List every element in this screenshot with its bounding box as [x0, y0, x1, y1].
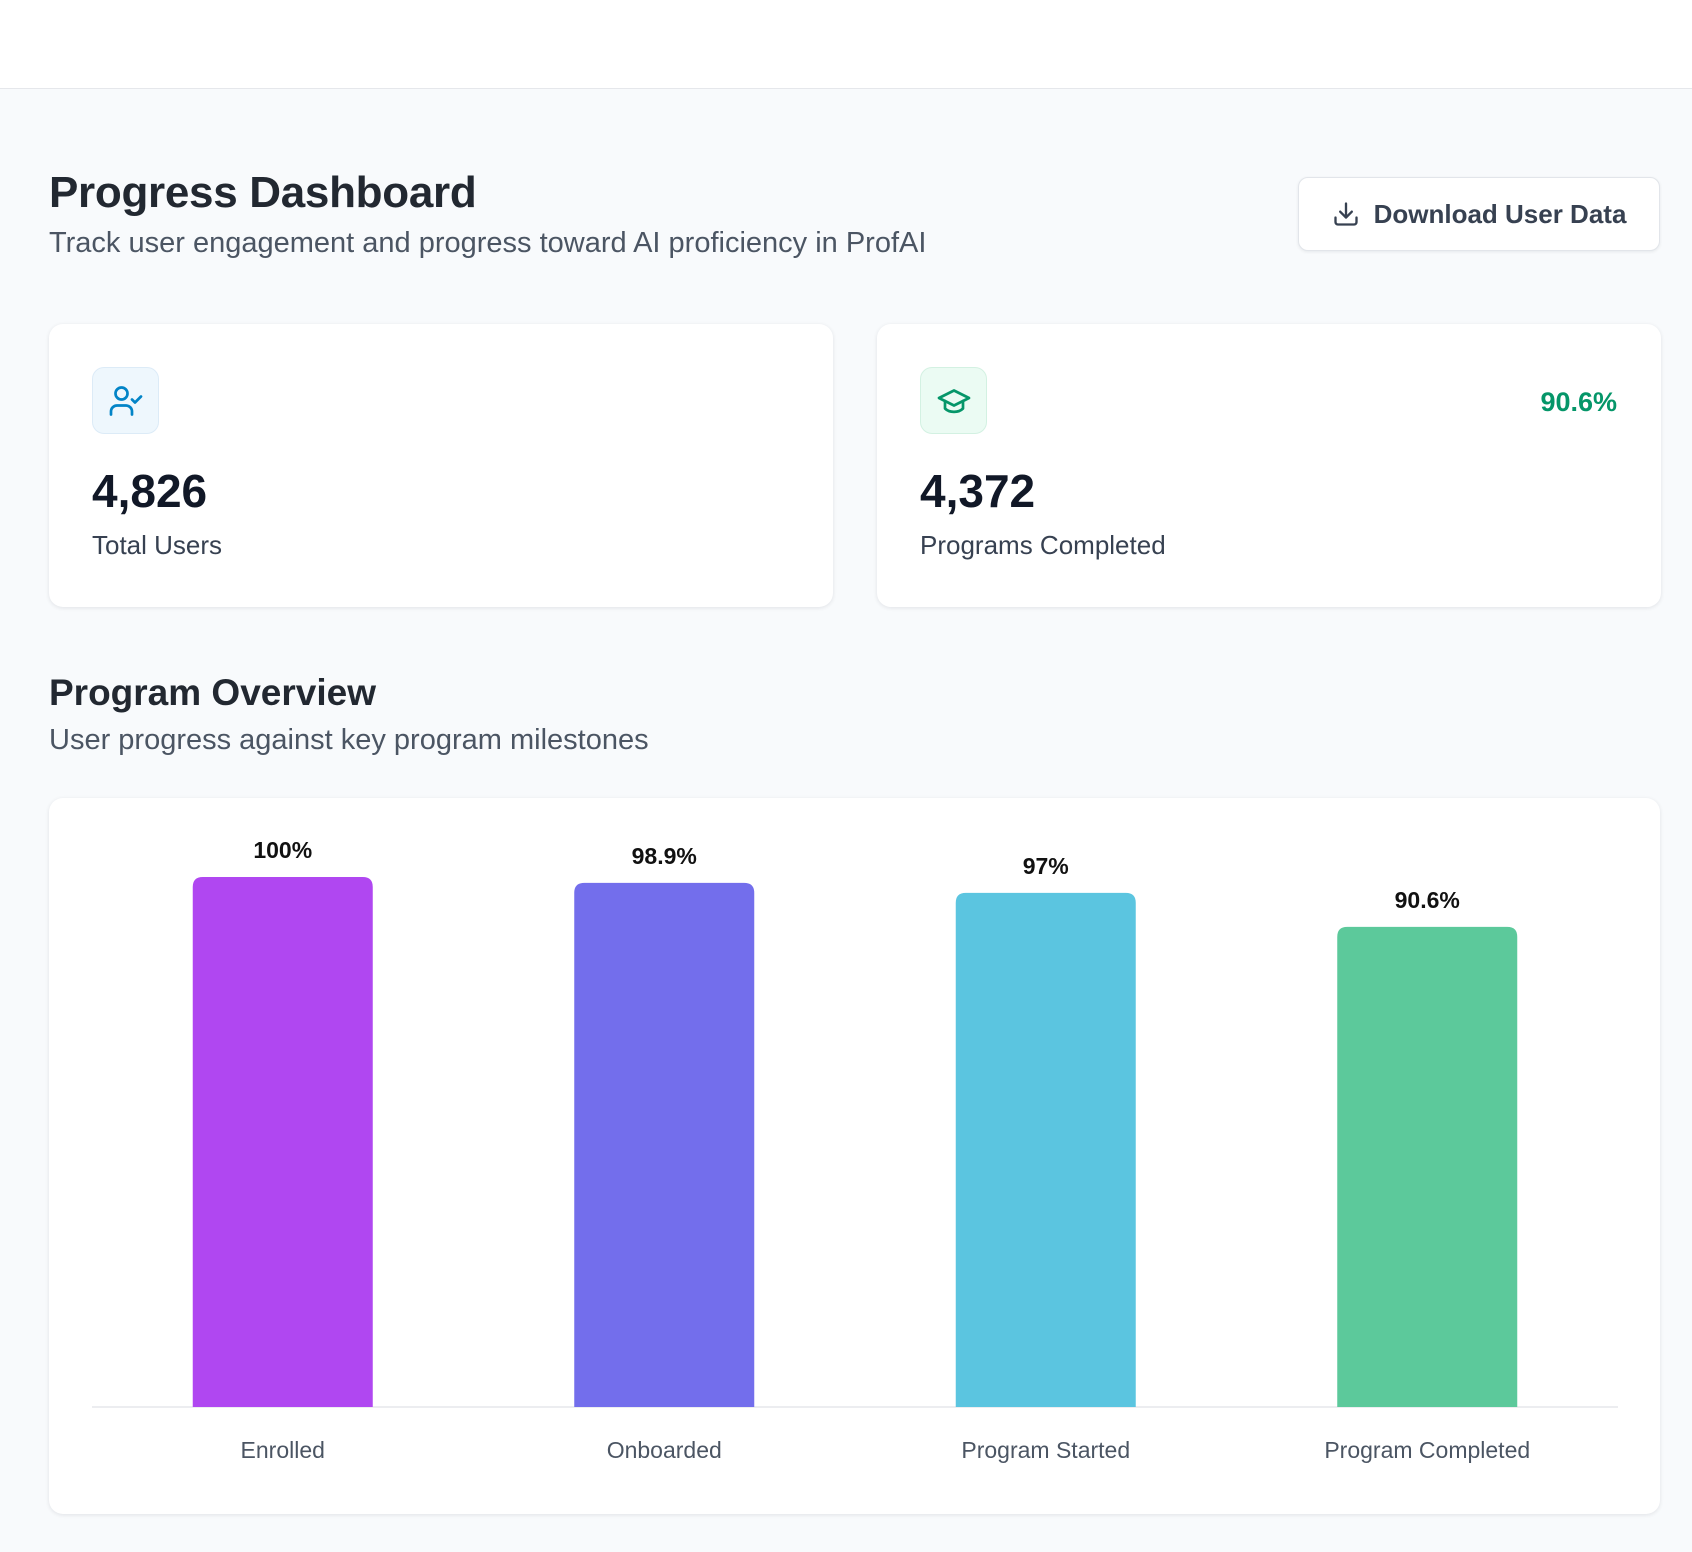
user-check-icon: [92, 367, 159, 434]
completion-rate-badge: 90.6%: [1540, 387, 1617, 417]
page-title: Progress Dashboard: [49, 168, 477, 217]
section-subtitle: User progress against key program milest…: [49, 724, 649, 756]
programs-completed-card: 90.6% 4,372 Programs Completed: [877, 324, 1661, 607]
page-subtitle: Track user engagement and progress towar…: [49, 227, 927, 259]
program-overview-chart: 100% Enrolled 98.9% Onboarded 97% Program Sta…: [92, 837, 1618, 1463]
x-tick-label: Program Completed: [1324, 1437, 1530, 1463]
programs-completed-value: 4,372: [920, 465, 1036, 517]
program-overview-chart-card: 100% Enrolled 98.9% Onboarded 97% Program Sta…: [49, 798, 1660, 1514]
bar-program-completed[interactable]: [1337, 926, 1518, 1407]
bar-onboarded[interactable]: [574, 882, 755, 1407]
bar-value-label: 97%: [1023, 853, 1069, 879]
download-user-data-button[interactable]: Download User Data: [1298, 177, 1660, 251]
bar-value-label: 90.6%: [1395, 887, 1460, 913]
x-tick-label: Onboarded: [607, 1437, 722, 1463]
graduation-cap-icon: [920, 367, 987, 434]
section-title: Program Overview: [49, 672, 376, 713]
bar-enrolled[interactable]: [192, 877, 373, 1407]
total-users-value: 4,826: [92, 465, 208, 517]
bar-value-label: 100%: [253, 837, 312, 863]
bar-value-label: 98.9%: [632, 843, 697, 869]
bar-program-started[interactable]: [955, 892, 1136, 1407]
download-button-label: Download User Data: [1373, 198, 1627, 229]
programs-completed-label: Programs Completed: [920, 530, 1166, 560]
total-users-card: 4,826 Total Users: [49, 324, 833, 607]
total-users-label: Total Users: [92, 530, 223, 560]
x-tick-label: Program Started: [961, 1437, 1130, 1463]
download-icon: [1332, 200, 1360, 228]
x-tick-label: Enrolled: [241, 1437, 325, 1463]
top-bar: [0, 0, 1692, 89]
